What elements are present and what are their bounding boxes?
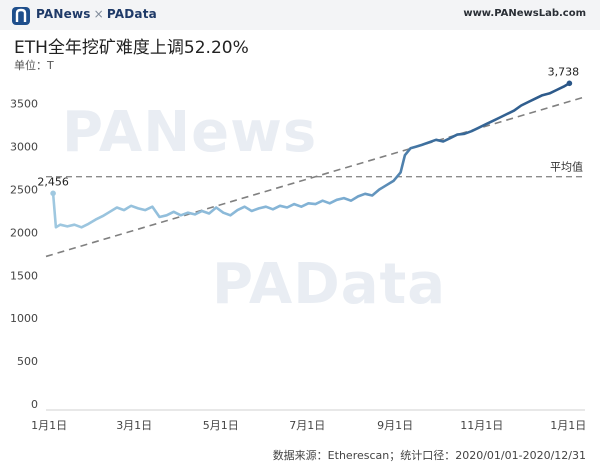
difficulty-series-line [51, 82, 571, 229]
y-tick-label: 500 [17, 355, 38, 368]
x-tick-label: 1月1日 [31, 419, 67, 432]
chart-title: ETH全年挖矿难度上调52.20% [14, 38, 249, 58]
x-tick-label: 7月1日 [289, 419, 325, 432]
brand-panews: PANews [36, 7, 91, 21]
x-tick-label: 1月1日 [550, 419, 586, 432]
x-tick-label: 3月1日 [116, 419, 152, 432]
x-tick-label: 9月1日 [377, 419, 413, 432]
trend-line [45, 96, 586, 258]
average-label: 平均值 [550, 161, 583, 174]
data-label: 3,738 [548, 65, 580, 78]
y-tick-label: 2000 [10, 226, 38, 239]
site-url[interactable]: www.PANewsLab.com [463, 8, 586, 19]
y-tick-label: 1500 [10, 269, 38, 282]
brand-title: PANews × PAData [36, 7, 157, 21]
header-bar: PANews × PAData www.PANewsLab.com [0, 0, 600, 30]
panews-logo-icon [12, 7, 30, 25]
annotation-point [566, 80, 573, 87]
y-tick-label: 3000 [10, 141, 38, 154]
y-tick-label: 1000 [10, 312, 38, 325]
brand-padata: PAData [106, 7, 157, 21]
x-tick-label: 11月1日 [460, 419, 503, 432]
x-tick-label: 5月1日 [203, 419, 239, 432]
annotation-point [50, 190, 56, 197]
brand-separator: × [93, 7, 104, 21]
data-label: 2,456 [37, 175, 69, 188]
y-tick-label: 0 [31, 398, 38, 411]
y-tick-label: 2500 [10, 184, 38, 197]
unit-label: 单位：T [14, 59, 54, 72]
watermark-panews: PANews [62, 100, 318, 165]
watermark-padata: PAData [212, 252, 447, 317]
data-source-note: 数据来源：Etherescan；统计口径：2020/01/01-2020/12/… [272, 449, 586, 462]
y-tick-label: 3500 [10, 98, 38, 111]
